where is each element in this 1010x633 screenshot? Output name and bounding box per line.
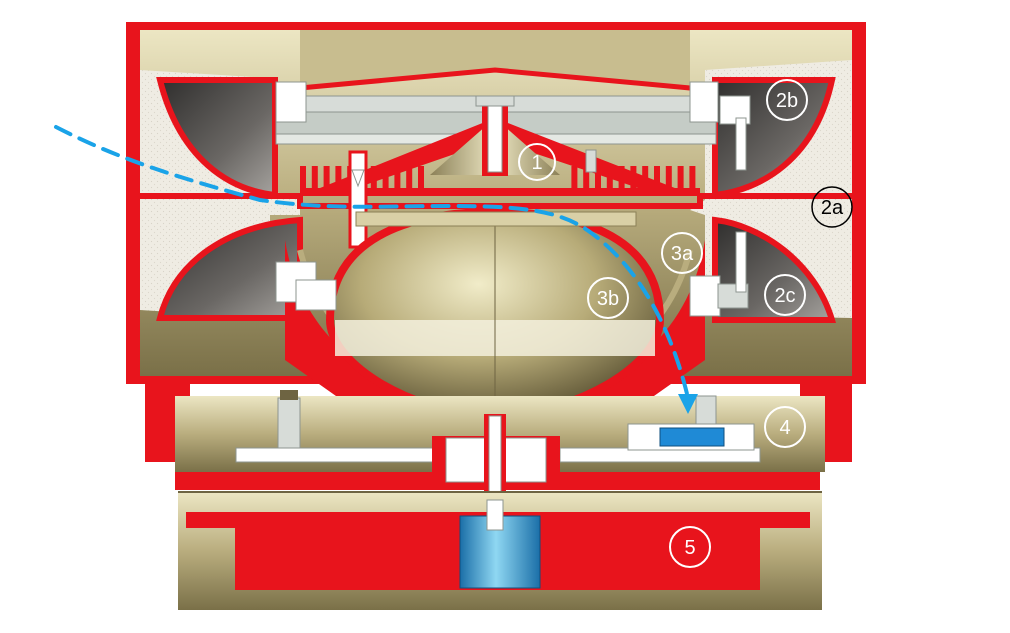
callout-3b: 3b — [587, 277, 629, 319]
callout-3b-label: 3b — [597, 288, 619, 310]
callout-3a: 3a — [661, 232, 703, 274]
callout-2a: 2a — [811, 186, 853, 228]
lower-right-flange — [689, 231, 749, 317]
callout-2b-label: 2b — [776, 90, 798, 112]
callout-5-label: 5 — [684, 537, 695, 559]
fin — [630, 166, 637, 190]
fin — [689, 166, 696, 190]
fin — [665, 166, 672, 190]
fin — [323, 166, 330, 190]
callout-2c-label: 2c — [774, 285, 795, 307]
flow-arrow-icon — [678, 394, 698, 414]
base-tank — [178, 491, 822, 610]
callout-4-label: 4 — [779, 417, 790, 439]
fin — [618, 166, 625, 190]
callout-2c: 2c — [764, 274, 806, 316]
callout-2b: 2b — [766, 79, 808, 121]
fin — [654, 166, 660, 190]
fin — [382, 166, 389, 190]
fin — [571, 166, 578, 190]
sphere-vessel — [325, 207, 665, 423]
callout-1-label: 1 — [531, 152, 542, 174]
fin — [677, 166, 684, 190]
callout-1: 1 — [518, 143, 556, 181]
fin — [595, 166, 601, 190]
callout-3a-label: 3a — [671, 243, 694, 265]
fin — [300, 166, 306, 190]
callout-4: 4 — [764, 406, 806, 448]
fin — [311, 166, 318, 190]
fin — [394, 166, 401, 190]
fin — [583, 166, 590, 190]
callout-layer: 1 2a 2b 2c 3a 3b 4 5 — [518, 79, 853, 568]
fin — [642, 166, 649, 190]
fin — [606, 166, 613, 190]
fin — [418, 166, 424, 190]
flow-path — [54, 125, 698, 414]
callout-2a-label: 2a — [821, 197, 844, 219]
fin-base — [300, 188, 700, 196]
lower-left-flange — [275, 261, 337, 311]
left-lower-cavity — [156, 216, 303, 321]
right-upper-bracket — [719, 95, 751, 171]
fin — [335, 166, 342, 190]
blue-sensor-block — [659, 427, 725, 447]
center-drain-fitting — [432, 414, 560, 517]
fin — [370, 166, 377, 190]
callout-5: 5 — [669, 526, 711, 568]
fin — [406, 166, 413, 190]
